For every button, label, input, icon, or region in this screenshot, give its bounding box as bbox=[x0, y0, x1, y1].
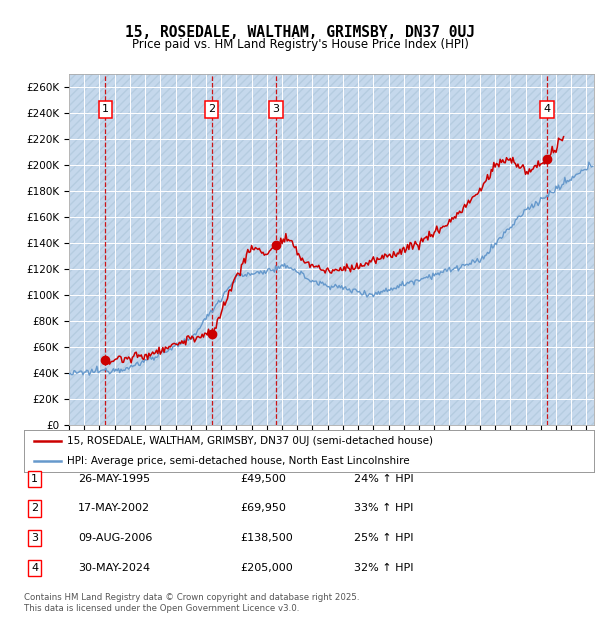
Text: 32% ↑ HPI: 32% ↑ HPI bbox=[354, 563, 413, 573]
Text: 33% ↑ HPI: 33% ↑ HPI bbox=[354, 503, 413, 513]
Text: Price paid vs. HM Land Registry's House Price Index (HPI): Price paid vs. HM Land Registry's House … bbox=[131, 38, 469, 51]
Text: 3: 3 bbox=[31, 533, 38, 543]
Text: 25% ↑ HPI: 25% ↑ HPI bbox=[354, 533, 413, 543]
Text: 2: 2 bbox=[31, 503, 38, 513]
Text: £49,500: £49,500 bbox=[240, 474, 286, 484]
Text: 24% ↑ HPI: 24% ↑ HPI bbox=[354, 474, 413, 484]
Text: £69,950: £69,950 bbox=[240, 503, 286, 513]
Text: 3: 3 bbox=[272, 104, 280, 115]
Text: 1: 1 bbox=[102, 104, 109, 115]
Text: 15, ROSEDALE, WALTHAM, GRIMSBY, DN37 0UJ: 15, ROSEDALE, WALTHAM, GRIMSBY, DN37 0UJ bbox=[125, 25, 475, 40]
Text: 2: 2 bbox=[208, 104, 215, 115]
Text: 4: 4 bbox=[544, 104, 551, 115]
Text: 15, ROSEDALE, WALTHAM, GRIMSBY, DN37 0UJ (semi-detached house): 15, ROSEDALE, WALTHAM, GRIMSBY, DN37 0UJ… bbox=[67, 436, 433, 446]
Text: 1: 1 bbox=[31, 474, 38, 484]
Text: 09-AUG-2006: 09-AUG-2006 bbox=[78, 533, 152, 543]
Text: 4: 4 bbox=[31, 563, 38, 573]
Text: 17-MAY-2002: 17-MAY-2002 bbox=[78, 503, 150, 513]
Text: £205,000: £205,000 bbox=[240, 563, 293, 573]
Text: 26-MAY-1995: 26-MAY-1995 bbox=[78, 474, 150, 484]
Text: HPI: Average price, semi-detached house, North East Lincolnshire: HPI: Average price, semi-detached house,… bbox=[67, 456, 409, 466]
Text: 30-MAY-2024: 30-MAY-2024 bbox=[78, 563, 150, 573]
Text: Contains HM Land Registry data © Crown copyright and database right 2025.
This d: Contains HM Land Registry data © Crown c… bbox=[24, 593, 359, 613]
Text: £138,500: £138,500 bbox=[240, 533, 293, 543]
